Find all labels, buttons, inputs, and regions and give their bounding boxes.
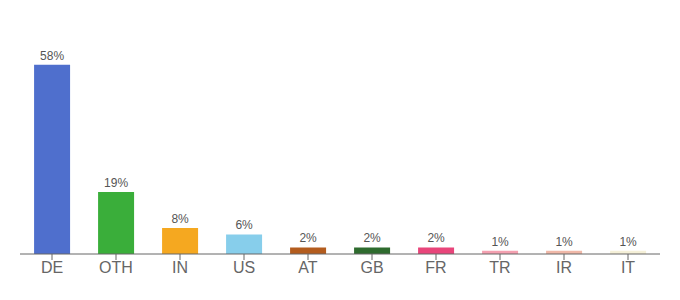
svg-text:1%: 1% xyxy=(619,235,637,249)
svg-text:2%: 2% xyxy=(363,231,381,245)
svg-text:19%: 19% xyxy=(104,176,128,190)
svg-text:2%: 2% xyxy=(299,231,317,245)
svg-text:1%: 1% xyxy=(491,235,509,249)
svg-text:FR: FR xyxy=(425,259,446,276)
svg-text:IT: IT xyxy=(621,259,635,276)
svg-text:6%: 6% xyxy=(235,218,253,232)
svg-text:DE: DE xyxy=(41,259,63,276)
svg-text:AT: AT xyxy=(298,259,317,276)
svg-text:OTH: OTH xyxy=(99,259,133,276)
svg-text:58%: 58% xyxy=(40,49,64,63)
svg-text:US: US xyxy=(233,259,255,276)
svg-text:IR: IR xyxy=(556,259,572,276)
svg-text:GB: GB xyxy=(360,259,383,276)
svg-text:1%: 1% xyxy=(555,235,573,249)
svg-text:2%: 2% xyxy=(427,231,445,245)
svg-text:8%: 8% xyxy=(171,212,189,226)
svg-text:TR: TR xyxy=(489,259,510,276)
svg-text:IN: IN xyxy=(172,259,188,276)
